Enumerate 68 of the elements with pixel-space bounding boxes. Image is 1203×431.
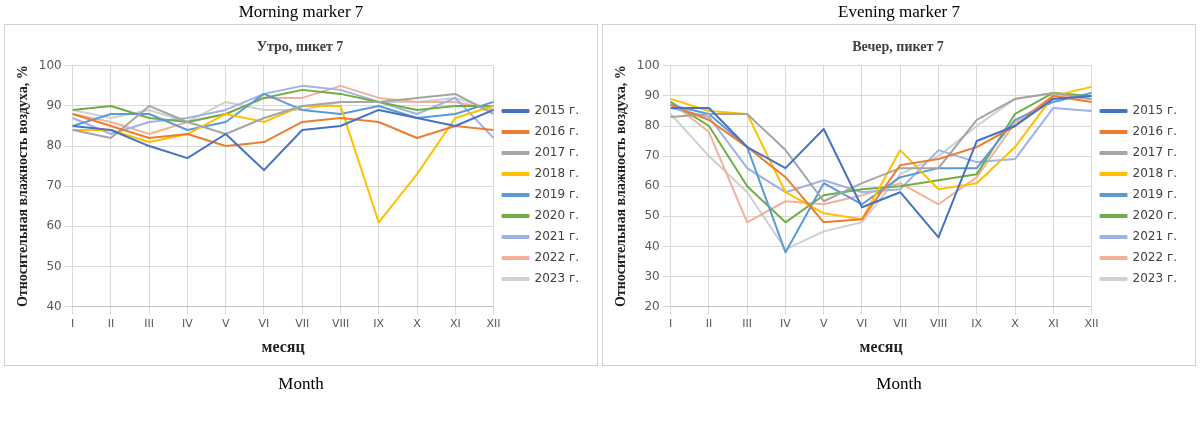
- x-tick-label: V: [819, 317, 828, 331]
- chart-subtitle: Morning marker 7: [237, 1, 365, 23]
- x-tick-label: V: [221, 317, 230, 331]
- legend-label: 2020 г.: [1132, 208, 1178, 223]
- x-tick-label: XII: [486, 317, 501, 331]
- y-tick-label: 60: [46, 218, 62, 233]
- x-tick-label: IV: [780, 317, 792, 331]
- x-tick-label: X: [413, 317, 422, 331]
- y-axis-title: Относительная влажность воздуха, %: [15, 65, 31, 308]
- legend-label: 2020 г.: [534, 208, 580, 223]
- x-tick-label: II: [705, 317, 713, 331]
- x-tick-label: VII: [295, 317, 310, 331]
- x-axis-title: месяц: [859, 337, 903, 355]
- y-tick-label: 80: [644, 118, 660, 133]
- legend-label: 2022 г.: [534, 250, 580, 265]
- legend-label: 2015 г.: [534, 103, 580, 118]
- x-tick-label: VI: [258, 317, 270, 331]
- legend-label: 2022 г.: [1132, 250, 1178, 265]
- y-axis-title: Относительная влажность воздуха, %: [613, 65, 629, 308]
- legend-label: 2017 г.: [534, 145, 580, 160]
- chart-title: Утро, пикет 7: [256, 39, 344, 55]
- y-tick-label: 100: [38, 57, 62, 72]
- x-tick-label: II: [107, 317, 115, 331]
- y-tick-label: 100: [636, 57, 660, 72]
- legend-label: 2021 г.: [1132, 229, 1178, 244]
- legend-label: 2018 г.: [1132, 166, 1178, 181]
- y-tick-label: 20: [644, 298, 660, 313]
- text: Month: [875, 374, 923, 394]
- x-tick-label: IV: [182, 317, 194, 331]
- legend-label: 2021 г.: [534, 229, 580, 244]
- legend-label: 2015 г.: [1132, 103, 1178, 118]
- y-tick-label: 70: [644, 148, 660, 163]
- legend-label: 2023 г.: [1132, 271, 1178, 286]
- x-tick-label: VIII: [929, 317, 948, 331]
- y-tick-label: 50: [644, 208, 660, 223]
- x-tick-label: III: [742, 317, 753, 331]
- y-tick-label: 80: [46, 138, 62, 153]
- legend-label: 2016 г.: [534, 124, 580, 139]
- x-tick-label: VII: [893, 317, 908, 331]
- text: Month: [277, 374, 325, 394]
- x-tick-label: XI: [1047, 317, 1059, 331]
- legend-label: 2019 г.: [534, 187, 580, 202]
- x-tick-label: X: [1011, 317, 1020, 331]
- x-tick-label: IX: [373, 317, 385, 331]
- chart-subtitle: Evening marker 7: [837, 1, 961, 23]
- x-axis-title: месяц: [261, 337, 305, 355]
- y-tick-label: 60: [644, 178, 660, 193]
- y-tick-label: 90: [644, 88, 660, 103]
- legend-label: 2023 г.: [534, 271, 580, 286]
- x-tick-label: XII: [1084, 317, 1099, 331]
- y-tick-label: 90: [46, 98, 62, 113]
- legend-label: 2017 г.: [1132, 145, 1178, 160]
- y-tick-label: 30: [644, 268, 660, 283]
- y-tick-label: 40: [644, 238, 660, 253]
- x-tick-label: III: [144, 317, 155, 331]
- legend-label: 2018 г.: [534, 166, 580, 181]
- legend-label: 2019 г.: [1132, 187, 1178, 202]
- x-tick-label: I: [669, 317, 673, 331]
- x-tick-label: I: [71, 317, 75, 331]
- x-tick-label: VI: [856, 317, 868, 331]
- legend-label: 2016 г.: [1132, 124, 1178, 139]
- y-tick-label: 70: [46, 178, 62, 193]
- y-tick-label: 40: [46, 298, 62, 313]
- x-tick-label: VIII: [331, 317, 350, 331]
- x-tick-label: XI: [449, 317, 461, 331]
- y-tick-label: 50: [46, 258, 62, 273]
- chart-title: Вечер, пикет 7: [852, 39, 944, 55]
- x-tick-label: IX: [971, 317, 983, 331]
